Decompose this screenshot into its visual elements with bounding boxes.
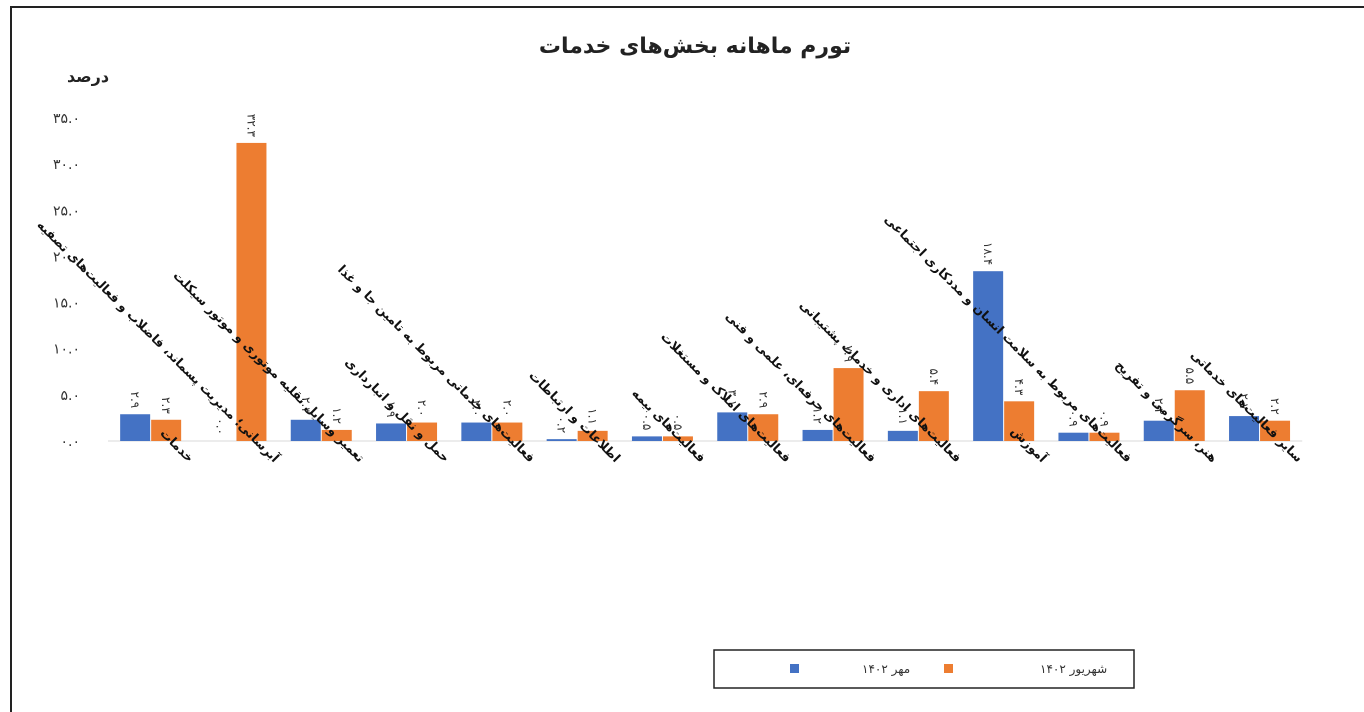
data-label: ۰.۹ bbox=[1097, 410, 1111, 427]
data-label: ۱.۱ bbox=[896, 408, 910, 425]
legend-swatch-shahrivar bbox=[944, 664, 953, 673]
bar-shahrivar bbox=[1174, 390, 1205, 441]
legend: مهر ۱۴۰۲ شهریور ۱۴۰۲ bbox=[713, 649, 1135, 689]
data-label: ۲.۹ bbox=[128, 392, 142, 409]
data-label: ۱.۲ bbox=[330, 407, 344, 424]
data-label: ۷.۹ bbox=[842, 345, 856, 362]
data-labels: ۲.۹ ۲.۳ ۰.۰ ۳۲.۳ ۲.۳ ۱.۲ ۱.۹ ۲.۰ ۲.۰ ۲.۰ ۰.۲ ۱.۱ ۰.۵… bbox=[128, 114, 1282, 435]
data-label: ۰.۰ bbox=[213, 418, 227, 435]
data-label: ۲.۳ bbox=[159, 397, 173, 414]
chart-title: تورم ماهانه بخش‌های خدمات bbox=[539, 34, 851, 59]
data-label: ۰.۵ bbox=[640, 414, 654, 431]
y-tick-label: ۳۰.۰ bbox=[53, 157, 80, 173]
bar-mehr bbox=[802, 429, 833, 441]
bar-shahrivar bbox=[151, 419, 182, 441]
data-label: ۲.۰ bbox=[469, 400, 483, 417]
data-label: ۱.۲ bbox=[811, 407, 825, 424]
data-label: ۳۲.۳ bbox=[244, 114, 258, 138]
data-label: ۲.۳ bbox=[299, 397, 313, 414]
y-tick-label: ۳۵.۰ bbox=[53, 111, 80, 127]
bar-shahrivar bbox=[662, 436, 693, 441]
bar-mehr bbox=[461, 422, 492, 441]
bars bbox=[120, 142, 1291, 441]
bar-shahrivar bbox=[236, 142, 267, 441]
data-label: ۱۸.۴ bbox=[981, 242, 995, 265]
y-tick-label: ۲۵.۰ bbox=[53, 203, 80, 219]
data-label: ۰.۹ bbox=[1066, 410, 1080, 427]
data-label: ۰.۲ bbox=[555, 416, 569, 433]
y-tick-label: ۵.۰ bbox=[61, 388, 81, 404]
bar-mehr bbox=[717, 412, 748, 441]
legend-swatch-mehr bbox=[790, 664, 799, 673]
bar-shahrivar bbox=[492, 422, 523, 441]
bar-mehr bbox=[546, 439, 577, 441]
bar-shahrivar bbox=[407, 422, 438, 441]
data-label: ۵.۴ bbox=[927, 368, 941, 385]
data-label: ۲.۰ bbox=[500, 400, 514, 417]
y-axis: ۰.۰ ۵.۰ ۱۰.۰ ۱۵.۰ ۲۰.۰ ۲۵.۰ ۳۰.۰ ۳۵.۰ bbox=[53, 111, 80, 450]
bar-shahrivar bbox=[1260, 420, 1291, 441]
x-category-label: اطلاعات و ارتباطات bbox=[526, 368, 623, 465]
bar-mehr bbox=[631, 436, 662, 441]
y-tick-label: ۲۰.۰ bbox=[53, 249, 80, 265]
legend-label-shahrivar: شهریور ۱۴۰۲ bbox=[1040, 662, 1107, 677]
data-label: ۲.۲ bbox=[1268, 398, 1282, 415]
data-label: ۰.۵ bbox=[671, 414, 685, 431]
bar-shahrivar bbox=[321, 429, 352, 441]
y-tick-label: ۱۰.۰ bbox=[53, 342, 80, 358]
bar-mehr bbox=[887, 430, 918, 441]
legend-label-mehr: مهر ۱۴۰۲ bbox=[862, 662, 910, 677]
y-axis-unit-label: درصد bbox=[67, 67, 109, 86]
data-label: ۲.۰ bbox=[415, 400, 429, 417]
bar-mehr bbox=[120, 414, 151, 441]
data-label: ۲.۲ bbox=[1152, 398, 1166, 415]
x-category-label: تعمیر وسایل نقلیه موتوری و موتور سیکلت bbox=[170, 268, 367, 465]
bar-mehr bbox=[1229, 416, 1260, 441]
legend-box bbox=[713, 649, 1135, 689]
data-label: ۱.۹ bbox=[384, 401, 398, 418]
bar-mehr bbox=[1143, 420, 1174, 441]
data-label: ۱.۱ bbox=[586, 408, 600, 425]
chart-frame bbox=[10, 6, 1364, 712]
bar-shahrivar bbox=[833, 368, 864, 441]
bar-shahrivar bbox=[1004, 401, 1035, 441]
y-tick-label: ۰.۰ bbox=[61, 434, 81, 450]
bar-mehr bbox=[1058, 432, 1089, 441]
data-label: ۵.۵ bbox=[1183, 368, 1197, 385]
bar-shahrivar bbox=[577, 430, 608, 441]
bar-mehr bbox=[290, 419, 321, 441]
data-label: ۳.۱ bbox=[725, 390, 739, 407]
data-label: ۲.۹ bbox=[756, 392, 770, 409]
data-label: ۴.۳ bbox=[1012, 379, 1026, 396]
y-tick-label: ۱۵.۰ bbox=[53, 296, 80, 312]
bar-mehr bbox=[973, 271, 1004, 441]
bar-shahrivar bbox=[918, 391, 949, 441]
bar-mehr bbox=[376, 423, 407, 441]
bar-shahrivar bbox=[1089, 432, 1120, 441]
data-label: ۲.۷ bbox=[1237, 393, 1251, 410]
bar-shahrivar bbox=[748, 414, 779, 441]
